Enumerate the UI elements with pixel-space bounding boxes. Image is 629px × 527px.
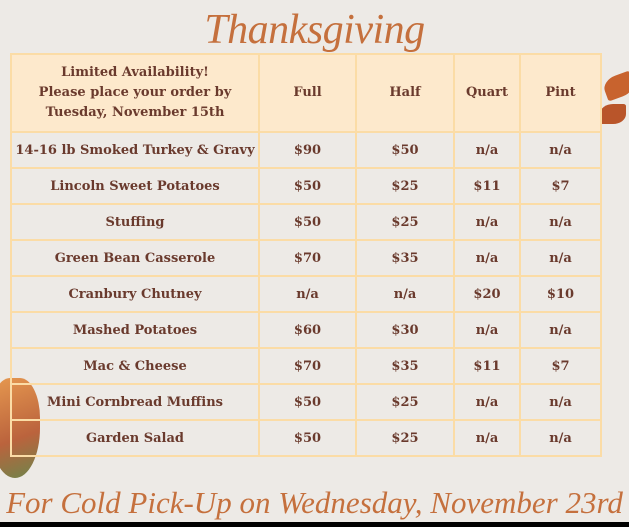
price-quart: n/a — [453, 131, 521, 169]
price-pint: n/a — [519, 311, 602, 349]
price-quart: n/a — [453, 203, 521, 241]
price-half: n/a — [355, 275, 455, 313]
price-pint: n/a — [519, 383, 602, 421]
price-half: $50 — [355, 131, 455, 169]
price-full: $70 — [258, 239, 357, 277]
price-quart: $11 — [453, 347, 521, 385]
price-half: $25 — [355, 203, 455, 241]
price-pint: n/a — [519, 239, 602, 277]
price-full: $50 — [258, 419, 357, 457]
price-full: $90 — [258, 131, 357, 169]
price-pint: $10 — [519, 275, 602, 313]
pickup-note: For Cold Pick-Up on Wednesday, November … — [6, 485, 623, 520]
price-quart: n/a — [453, 383, 521, 421]
column-header-full: Full — [258, 53, 357, 133]
price-half: $35 — [355, 239, 455, 277]
price-half: $25 — [355, 383, 455, 421]
price-quart: $20 — [453, 275, 521, 313]
price-pint: n/a — [519, 203, 602, 241]
page-title: Thanksgiving — [204, 7, 425, 53]
price-pint: $7 — [519, 167, 602, 205]
price-table: Limited Availability! Please place your … — [10, 53, 602, 457]
item-name: Mini Cornbread Muffins — [10, 383, 260, 421]
price-half: $30 — [355, 311, 455, 349]
table-header-row: Limited Availability! Please place your … — [10, 53, 602, 133]
price-quart: n/a — [453, 419, 521, 457]
price-full: $50 — [258, 383, 357, 421]
table-row: Mac & Cheese $70 $35 $11 $7 — [10, 347, 602, 385]
table-row: Garden Salad $50 $25 n/a n/a — [10, 419, 602, 457]
table-row: 14-16 lb Smoked Turkey & Gravy $90 $50 n/a n… — [10, 131, 602, 169]
order-deadline-note: Limited Availability! Please place your … — [10, 53, 260, 133]
price-full: $70 — [258, 347, 357, 385]
note-line: Tuesday, November 15th — [45, 105, 225, 120]
price-quart: n/a — [453, 239, 521, 277]
item-name: Garden Salad — [10, 419, 260, 457]
price-pint: n/a — [519, 131, 602, 169]
item-name: Lincoln Sweet Potatoes — [10, 167, 260, 205]
item-name: Green Bean Casserole — [10, 239, 260, 277]
price-pint: $7 — [519, 347, 602, 385]
price-full: n/a — [258, 275, 357, 313]
price-full: $50 — [258, 167, 357, 205]
column-header-half: Half — [355, 53, 455, 133]
item-name: Stuffing — [10, 203, 260, 241]
bottom-bar — [0, 522, 629, 527]
table-row: Cranbury Chutney n/a n/a $20 $10 — [10, 275, 602, 313]
column-header-pint: Pint — [519, 53, 602, 133]
note-line: Limited Availability! — [61, 65, 209, 80]
item-name: Mashed Potatoes — [10, 311, 260, 349]
note-line: Please place your order by — [38, 85, 232, 100]
item-name: 14-16 lb Smoked Turkey & Gravy — [10, 131, 260, 169]
table-row: Green Bean Casserole $70 $35 n/a n/a — [10, 239, 602, 277]
table-row: Lincoln Sweet Potatoes $50 $25 $11 $7 — [10, 167, 602, 205]
table-row: Mashed Potatoes $60 $30 n/a n/a — [10, 311, 602, 349]
price-full: $50 — [258, 203, 357, 241]
price-quart: $11 — [453, 167, 521, 205]
column-header-quart: Quart — [453, 53, 521, 133]
item-name: Cranbury Chutney — [10, 275, 260, 313]
price-half: $35 — [355, 347, 455, 385]
table-row: Stuffing $50 $25 n/a n/a — [10, 203, 602, 241]
price-full: $60 — [258, 311, 357, 349]
item-name: Mac & Cheese — [10, 347, 260, 385]
price-half: $25 — [355, 167, 455, 205]
price-pint: n/a — [519, 419, 602, 457]
price-half: $25 — [355, 419, 455, 457]
table-row: Mini Cornbread Muffins $50 $25 n/a n/a — [10, 383, 602, 421]
price-quart: n/a — [453, 311, 521, 349]
